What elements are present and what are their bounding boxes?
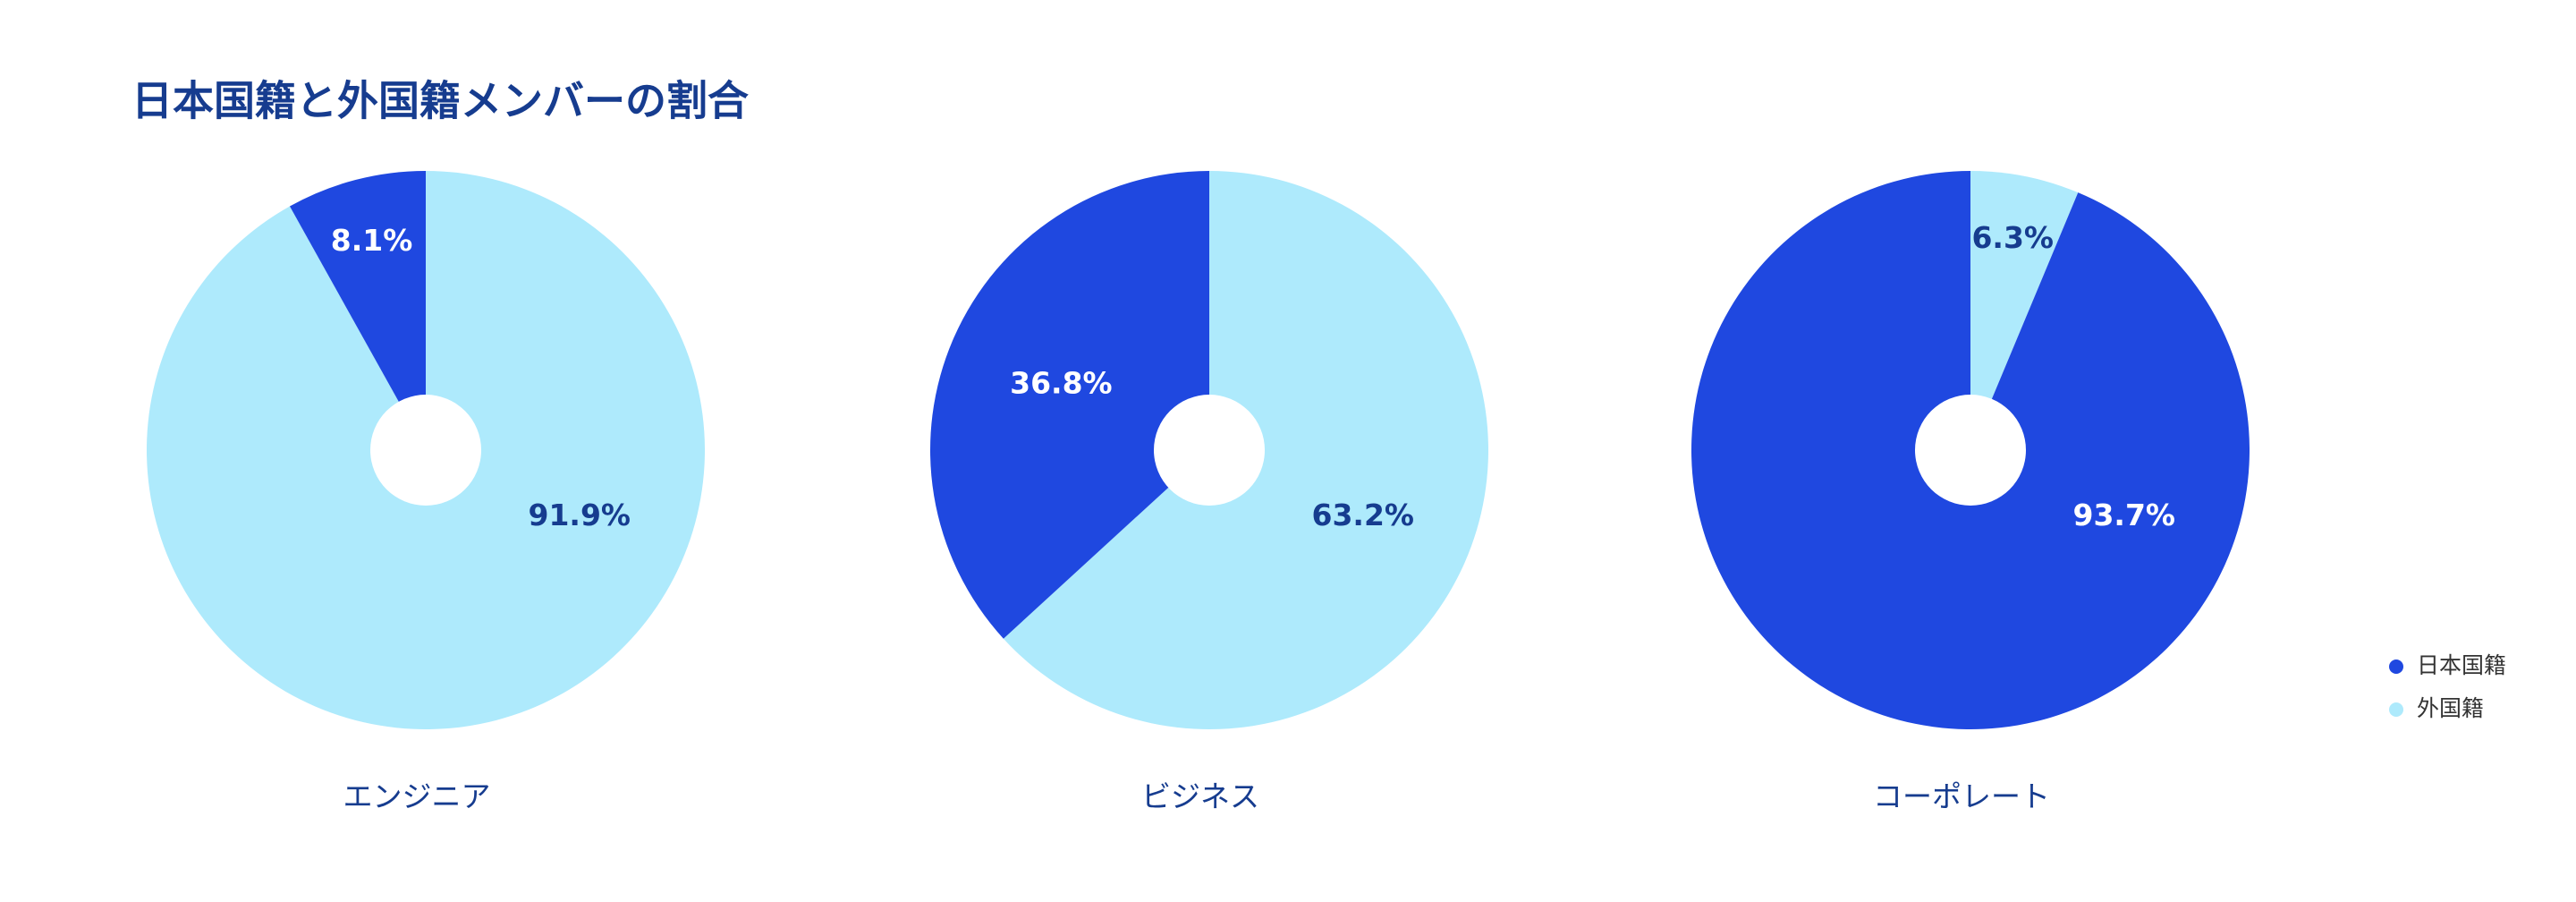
legend-label: 外国籍: [2417, 695, 2484, 721]
donut-hole: [1915, 395, 2026, 506]
pie-label: コーポレート: [1873, 779, 2050, 814]
legend-label: 日本国籍: [2417, 652, 2506, 678]
donut-hole: [1154, 395, 1265, 506]
pie-label: エンジニア: [343, 779, 491, 814]
pie-label: ビジネス: [1141, 779, 1259, 814]
chart-title: 日本国籍と外国籍メンバーの割合: [131, 77, 749, 125]
value-label: 93.7%: [2072, 498, 2175, 532]
value-label: 8.1%: [331, 223, 413, 258]
pie-slice: [1970, 171, 2079, 450]
donut-hole: [370, 395, 481, 506]
legend-marker: [2389, 659, 2403, 674]
pie-slice: [289, 171, 426, 450]
legend-marker: [2389, 702, 2403, 717]
value-label: 6.3%: [1971, 220, 2054, 255]
pie-slice: [929, 171, 1209, 639]
value-label: 36.8%: [1010, 366, 1113, 401]
value-label: 63.2%: [1311, 498, 1414, 532]
value-label: 91.9%: [528, 498, 631, 532]
